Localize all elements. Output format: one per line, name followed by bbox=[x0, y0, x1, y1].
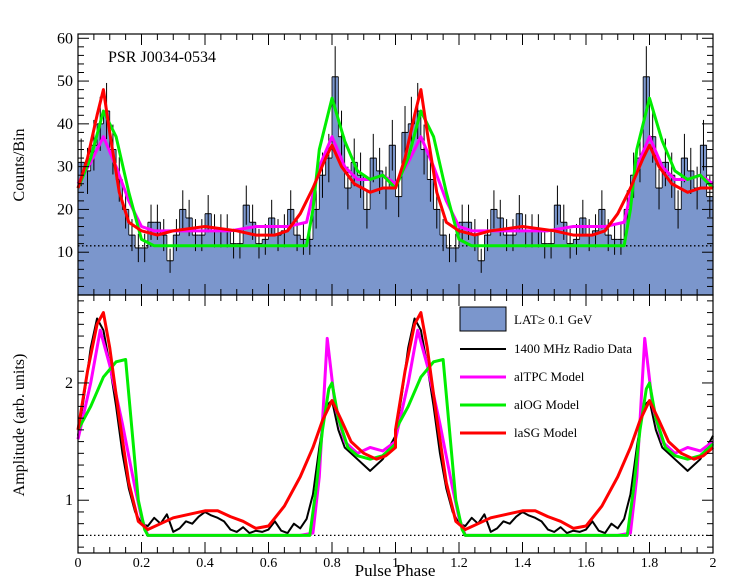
y-tick-label: 10 bbox=[57, 244, 73, 261]
x-tick-label: 1.2 bbox=[450, 556, 468, 571]
chart-title: PSR J0034-0534 bbox=[108, 49, 216, 66]
y-tick-label: 50 bbox=[57, 73, 73, 90]
y-tick-label: 60 bbox=[57, 30, 73, 47]
gamma-ray-panel: 10 20 30 40 50 60 bbox=[57, 30, 715, 296]
x-tick-label: 0.2 bbox=[133, 556, 151, 571]
legend-swatch-lat bbox=[459, 306, 507, 332]
legend-label-lasg: laSG Model bbox=[514, 425, 578, 440]
x-tick-label: 1 bbox=[392, 556, 399, 571]
model-curve-lasg-model bbox=[76, 88, 713, 237]
x-tick-label: 0.6 bbox=[260, 556, 278, 571]
y-tick-label: 1 bbox=[65, 492, 73, 509]
bottom-y-axis-label: Amplitude (arb. units) bbox=[11, 354, 28, 497]
legend-label-altpc: alTPC Model bbox=[514, 369, 585, 384]
legend-label-lat: LAT≥ 0.1 GeV bbox=[514, 312, 593, 327]
legend-label-radio: 1400 MHz Radio Data bbox=[514, 341, 632, 356]
y-tick-label: 40 bbox=[57, 116, 73, 133]
y-tick-label: 20 bbox=[57, 201, 73, 218]
legend: LAT≥ 0.1 GeV 1400 MHz Radio Data alTPC M… bbox=[459, 306, 632, 440]
x-tick-label: 1.4 bbox=[514, 556, 532, 571]
y-tick-label: 2 bbox=[65, 375, 73, 392]
y-tick-label: 30 bbox=[57, 159, 73, 176]
x-tick-label: 0 bbox=[75, 556, 82, 571]
radio-model-panel: 1 2 0 0.2 0.4 0.6 0.8 1 1.2 1.4 1.6 1.8 2 bbox=[65, 294, 717, 571]
x-tick-label: 1.8 bbox=[641, 556, 659, 571]
legend-label-alog: alOG Model bbox=[514, 397, 580, 412]
x-tick-label: 1.6 bbox=[577, 556, 595, 571]
x-tick-label: 2 bbox=[710, 556, 717, 571]
x-axis-label: Pulse Phase bbox=[355, 561, 436, 580]
x-tick-label: 0.8 bbox=[323, 556, 341, 571]
x-tick-label: 0.4 bbox=[196, 556, 214, 571]
curve-lasg-model bbox=[76, 311, 714, 532]
top-y-axis-label: Counts/Bin bbox=[11, 129, 28, 202]
